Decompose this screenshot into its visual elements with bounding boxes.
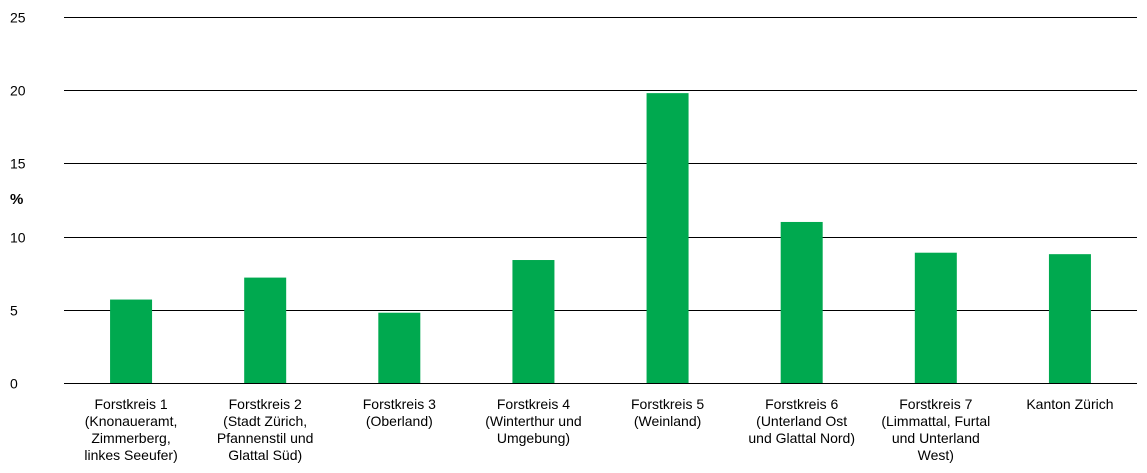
- x-tick-label-line: Forstkreis 5: [631, 396, 704, 412]
- x-tick-label-line: (Limmattal, Furtal: [881, 413, 990, 429]
- x-tick-label-line: Forstkreis 7: [899, 396, 972, 412]
- y-tick-label: 20: [10, 83, 26, 99]
- y-tick-label: 0: [10, 376, 18, 392]
- x-tick-label-line: Forstkreis 4: [497, 396, 570, 412]
- x-tick-label-line: Pfannenstil und: [217, 430, 314, 446]
- bar-1: [110, 299, 153, 383]
- x-tick-label-line: (Winterthur und: [485, 413, 581, 429]
- bar-7: [914, 252, 957, 383]
- x-tick-label-line: Glattal Süd): [228, 447, 302, 463]
- x-tick-label-line: linkes Seeufer): [84, 447, 177, 463]
- x-tick-label-line: (Weinland): [634, 413, 701, 429]
- y-axis-title: %: [10, 191, 23, 208]
- x-tick-label: Forstkreis 7 (Limmattal, Furtal und Unterl…: [881, 396, 990, 463]
- bars: [110, 93, 1091, 384]
- y-tick-label: 25: [10, 10, 26, 26]
- bar-5: [646, 93, 689, 384]
- x-tick-label-line: (Stadt Zürich,: [223, 413, 307, 429]
- y-tick-label: 10: [10, 230, 26, 246]
- x-tick-label-line: Forstkreis 6: [765, 396, 838, 412]
- y-tick-label: 5: [10, 303, 18, 319]
- bar-3: [378, 312, 421, 383]
- x-tick-label: Forstkreis 1 (Knonaueramt, Zimmerberg, link…: [84, 396, 177, 463]
- gridlines: [64, 17, 1137, 384]
- x-tick-label-line: West): [918, 447, 954, 463]
- x-tick-label: Kanton Zürich: [1026, 396, 1113, 412]
- y-tick-label: 15: [10, 156, 26, 172]
- x-tick-label-line: (Knonaueramt,: [85, 413, 178, 429]
- x-tick-label-line: Forstkreis 3: [363, 396, 436, 412]
- x-tick-label-line: Zimmerberg,: [91, 430, 170, 446]
- x-tick-label: Forstkreis 6 (Unterland Ost und Glattal No…: [748, 396, 855, 446]
- x-tick-label: Forstkreis 3 (Oberland): [363, 396, 436, 429]
- x-tick-label-line: Umgebung): [497, 430, 570, 446]
- bar-8: [1048, 254, 1091, 383]
- bar-6: [780, 221, 823, 383]
- bar-4: [512, 260, 555, 383]
- x-category-labels: Forstkreis 1 (Knonaueramt, Zimmerberg, link…: [84, 396, 1113, 463]
- x-tick-label-line: (Oberland): [366, 413, 433, 429]
- x-tick-label-line: (Unterland Ost: [756, 413, 847, 429]
- bar-2: [244, 277, 287, 383]
- y-tick-labels: 0 5 10 15 20 25: [10, 10, 26, 392]
- x-tick-label: Forstkreis 4 (Winterthur und Umgebung): [485, 396, 581, 446]
- x-tick-label-line: Forstkreis 1: [95, 396, 168, 412]
- x-tick-label: Forstkreis 5 (Weinland): [631, 396, 704, 429]
- x-tick-label-line: und Glattal Nord): [748, 430, 855, 446]
- x-tick-label-line: und Unterland: [892, 430, 980, 446]
- x-tick-label-line: Forstkreis 2: [229, 396, 302, 412]
- x-tick-label-line: Kanton Zürich: [1026, 396, 1113, 412]
- x-tick-label: Forstkreis 2 (Stadt Zürich, Pfannenstil un…: [217, 396, 314, 463]
